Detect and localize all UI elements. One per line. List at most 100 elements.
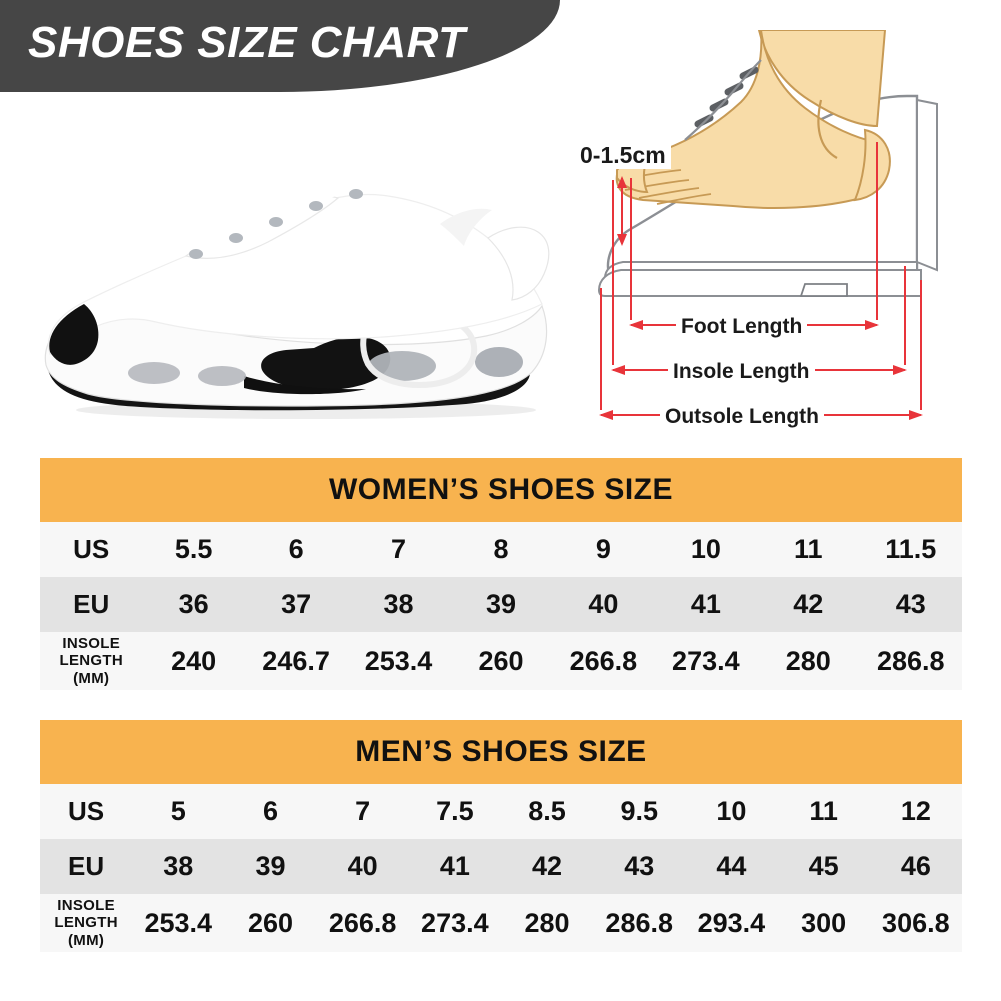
table-cell: 11	[777, 784, 870, 839]
shoe-collar-line	[684, 59, 762, 141]
table-title-row: WOMEN’S SHOES SIZE	[40, 458, 962, 522]
table-cell: 40	[552, 577, 655, 632]
table-cell: 260	[449, 632, 553, 690]
insole-length-arrow-right	[893, 365, 907, 375]
womens-size-table: WOMEN’S SHOES SIZE US 5.5 6 7 8 9 10 11 …	[40, 458, 962, 690]
table-row: INSOLE LENGTH (MM) 240 246.7 253.4 260 2…	[40, 632, 962, 690]
table-cell: 39	[224, 839, 317, 894]
table-cell: 38	[347, 577, 450, 632]
table-cell: 260	[224, 894, 317, 952]
table-row: INSOLE LENGTH (MM) 253.4 260 266.8 273.4…	[40, 894, 962, 952]
table-row: US 5 6 7 7.5 8.5 9.5 10 11 12	[40, 784, 962, 839]
table-cell: 253.4	[132, 894, 225, 952]
shoe-heel-back	[916, 98, 938, 272]
table-cell: 10	[654, 522, 758, 577]
table-cell: 7	[316, 784, 409, 839]
table-cell: 266.8	[552, 632, 655, 690]
heel-notch	[440, 208, 492, 246]
table-cell: 306.8	[869, 894, 962, 952]
table-cell: 45	[777, 839, 870, 894]
toe-cap	[49, 304, 99, 365]
table-cell: 6	[224, 784, 317, 839]
table-cell: 11	[757, 522, 860, 577]
row-label-eu: EU	[40, 577, 143, 632]
table-cell: 41	[654, 577, 758, 632]
leg-skin	[757, 30, 887, 128]
table-cell: 46	[869, 839, 962, 894]
outsole-length-arrow-left	[599, 410, 613, 420]
table-cell: 36	[142, 577, 245, 632]
row-label-insole-line2: (MM)	[73, 669, 110, 687]
table-cell: 280	[757, 632, 860, 690]
row-label-eu: EU	[40, 839, 133, 894]
heel-step	[799, 283, 848, 297]
air-bubble	[475, 347, 523, 377]
table-cell: 5.5	[142, 522, 245, 577]
table-cell: 8.5	[500, 784, 594, 839]
table-title-row: MEN’S SHOES SIZE	[40, 720, 962, 784]
air-bubble	[198, 366, 246, 386]
table-cell: 5	[132, 784, 225, 839]
midsole-black-shadow	[244, 376, 366, 395]
mens-size-table: MEN’S SHOES SIZE US 5 6 7 7.5 8.5 9.5 10…	[40, 720, 962, 952]
table-cell: 41	[408, 839, 501, 894]
air-bubble	[368, 351, 436, 381]
table-row: US 5.5 6 7 8 9 10 11 11.5	[40, 522, 962, 577]
table-cell: 286.8	[859, 632, 962, 690]
foot-skin	[615, 30, 890, 209]
table-cell: 273.4	[408, 894, 501, 952]
table-cell: 286.8	[593, 894, 686, 952]
table-cell: 6	[244, 522, 348, 577]
table-cell: 40	[316, 839, 409, 894]
table-cell: 9.5	[593, 784, 686, 839]
row-label-us: US	[40, 784, 133, 839]
table-cell: 39	[449, 577, 553, 632]
row-label-insole-length: INSOLE LENGTH (MM)	[40, 632, 143, 690]
table-cell: 42	[757, 577, 860, 632]
row-label-insole-length: INSOLE LENGTH (MM)	[40, 894, 133, 952]
sneaker-illustration	[44, 181, 550, 419]
mens-table-title: MEN’S SHOES SIZE	[40, 720, 962, 784]
table-cell: 44	[685, 839, 778, 894]
table-cell: 280	[500, 894, 594, 952]
table-cell: 246.7	[244, 632, 348, 690]
clearance-arrowhead-down	[617, 234, 627, 246]
table-cell: 8	[449, 522, 553, 577]
row-label-insole-line1: INSOLE LENGTH	[59, 635, 123, 670]
womens-table-title: WOMEN’S SHOES SIZE	[40, 458, 962, 522]
table-cell: 43	[859, 577, 962, 632]
table-cell: 253.4	[347, 632, 450, 690]
table-cell: 42	[500, 839, 594, 894]
page-title: SHOES SIZE CHART	[28, 18, 466, 67]
table-cell: 7.5	[408, 784, 501, 839]
table-row: EU 36 37 38 39 40 41 42 43	[40, 577, 962, 632]
header-banner: SHOES SIZE CHART	[0, 0, 560, 92]
shoe-upper	[48, 193, 543, 355]
table-cell: 38	[132, 839, 225, 894]
table-cell: 10	[685, 784, 778, 839]
table-cell: 9	[552, 522, 655, 577]
insole-length-arrow-left	[611, 365, 625, 375]
row-label-us: US	[40, 522, 143, 577]
table-cell: 37	[244, 577, 348, 632]
foot-length-arrow-right	[865, 320, 879, 330]
row-label-insole-line1: INSOLE LENGTH	[54, 897, 118, 932]
ankle-bone-line	[817, 99, 838, 159]
table-cell: 240	[142, 632, 245, 690]
outsole-layer	[597, 269, 922, 297]
table-cell: 273.4	[654, 632, 758, 690]
table-cell: 12	[869, 784, 962, 839]
table-cell: 11.5	[859, 522, 962, 577]
air-bubble	[128, 362, 180, 384]
foot-measurement-diagram	[597, 30, 938, 420]
foot-length-arrow-left	[629, 320, 643, 330]
heel-skin	[853, 128, 891, 202]
table-cell: 266.8	[316, 894, 409, 952]
lace-eyelets	[189, 189, 363, 259]
row-label-insole-line2: (MM)	[68, 931, 105, 949]
outsole-length-arrow-right	[909, 410, 923, 420]
clearance-arrowhead-up	[617, 176, 627, 188]
heel-collar	[487, 226, 550, 301]
table-cell: 300	[777, 894, 870, 952]
